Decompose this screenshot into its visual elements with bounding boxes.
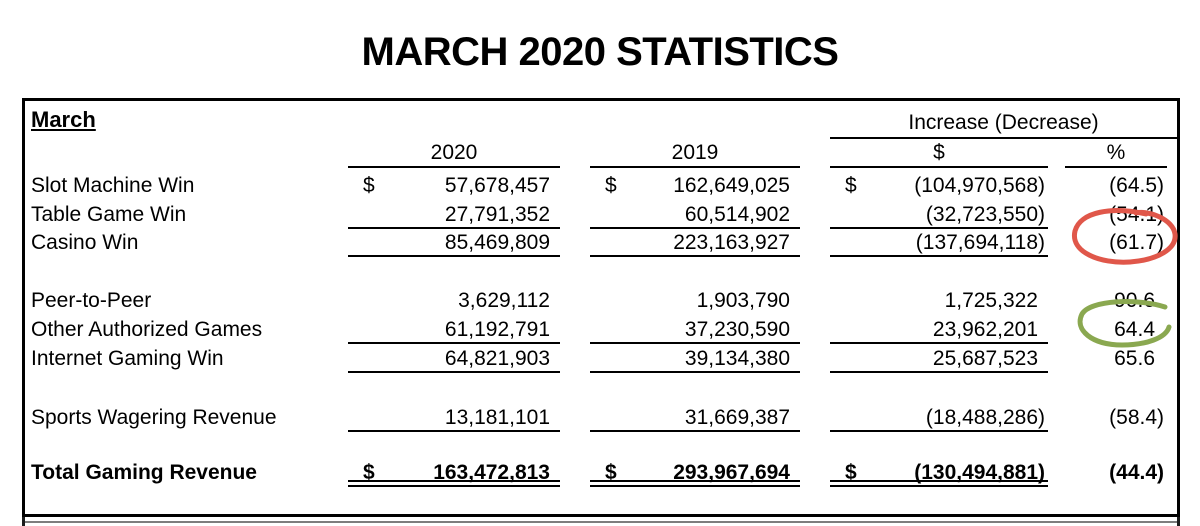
value-2020: 163,472,813 (433, 461, 550, 484)
value-percent: (44.4) (1109, 461, 1164, 484)
value-2019: 60,514,902 (684, 203, 790, 226)
value-percent: 65.6 (1114, 347, 1155, 370)
page-title: MARCH 2020 STATISTICS (361, 30, 839, 74)
value-increase: 23,962,201 (932, 318, 1038, 341)
currency-symbol: $ (605, 174, 617, 197)
table-row: Other Authorized Games 61,192,791 37,230… (25, 315, 1177, 344)
value-increase: (137,694,118) (915, 231, 1045, 254)
statistics-table: March Increase (Decrease) 2020 2019 $ % … (22, 98, 1180, 517)
value-2019: 37,230,590 (684, 318, 790, 341)
table-row: Sports Wagering Revenue 13,181,101 31,66… (25, 403, 1177, 432)
value-2020: 13,181,101 (444, 406, 550, 429)
row-label: Other Authorized Games (31, 318, 263, 341)
value-2019: 293,967,694 (673, 461, 790, 484)
right-border-stub (1177, 517, 1180, 526)
column-header-dollar: $ (830, 141, 1048, 168)
table-row: Peer-to-Peer 3,629,112 1,903,790 1,725,3… (25, 286, 1177, 315)
period-label: March (31, 107, 96, 132)
value-percent: 64.4 (1114, 318, 1155, 341)
row-label: Slot Machine Win (31, 174, 195, 197)
value-increase: 1,725,322 (944, 289, 1038, 312)
column-header-percent: % (1065, 141, 1167, 168)
currency-symbol: $ (605, 461, 617, 484)
table-row: Internet Gaming Win 64,821,903 39,134,38… (25, 344, 1177, 373)
column-header-2019: 2019 (590, 141, 800, 168)
currency-symbol: $ (845, 174, 857, 197)
table-row: Casino Win 85,469,809 223,163,927 (137,6… (25, 228, 1177, 257)
left-border-stub (22, 517, 25, 526)
row-label: Sports Wagering Revenue (31, 406, 277, 429)
row-label: Casino Win (31, 231, 139, 254)
value-increase: 25,687,523 (932, 347, 1038, 370)
row-label: Table Game Win (31, 203, 187, 226)
currency-symbol: $ (363, 461, 375, 484)
value-2020: 61,192,791 (444, 318, 550, 341)
table-row: Table Game Win 27,791,352 60,514,902 (32… (25, 200, 1177, 229)
value-2020: 3,629,112 (458, 289, 550, 312)
value-percent: (54.1) (1109, 203, 1164, 226)
value-2020: 85,469,809 (444, 231, 550, 254)
table-row: Slot Machine Win $ 57,678,457 $ 162,649,… (25, 171, 1177, 200)
value-percent: (64.5) (1109, 174, 1164, 197)
value-percent: 90.6 (1114, 289, 1155, 312)
value-2019: 162,649,025 (673, 174, 790, 197)
table-row-total: Total Gaming Revenue $ 163,472,813 $ 293… (25, 458, 1177, 487)
column-header-2020: 2020 (348, 141, 560, 168)
value-increase: (104,970,568) (914, 174, 1045, 197)
next-section-top-border (22, 521, 1180, 523)
value-2020: 64,821,903 (444, 347, 550, 370)
currency-symbol: $ (845, 461, 857, 484)
value-2019: 223,163,927 (673, 231, 790, 254)
row-label: Peer-to-Peer (31, 289, 152, 312)
value-2020: 57,678,457 (444, 174, 550, 197)
row-label: Total Gaming Revenue (31, 461, 257, 484)
currency-symbol: $ (363, 174, 375, 197)
value-percent: (61.7) (1109, 231, 1164, 254)
row-label: Internet Gaming Win (31, 347, 224, 370)
value-percent: (58.4) (1109, 406, 1164, 429)
value-2020: 27,791,352 (444, 203, 550, 226)
value-increase: (18,488,286) (925, 406, 1045, 429)
value-2019: 1,903,790 (696, 289, 790, 312)
value-2019: 31,669,387 (684, 406, 790, 429)
value-increase: (32,723,550) (925, 203, 1045, 226)
increase-decrease-header: Increase (Decrease) (830, 111, 1177, 139)
value-2019: 39,134,380 (684, 347, 790, 370)
value-increase: (130,494,881) (914, 461, 1045, 484)
